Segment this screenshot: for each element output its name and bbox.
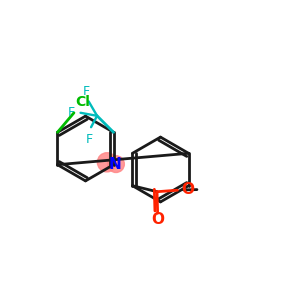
Text: Cl: Cl [75, 95, 90, 109]
Text: F: F [68, 106, 75, 119]
Text: F: F [86, 133, 93, 146]
Circle shape [108, 156, 124, 172]
Text: F: F [83, 85, 90, 98]
Circle shape [98, 153, 117, 172]
Text: O: O [181, 182, 194, 197]
Text: O: O [151, 212, 164, 227]
Text: N: N [109, 157, 122, 172]
